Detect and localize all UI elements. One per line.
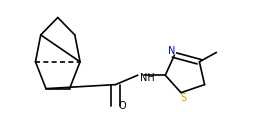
Text: N: N bbox=[168, 46, 175, 56]
Text: NH: NH bbox=[140, 73, 154, 83]
Text: O: O bbox=[119, 101, 126, 111]
Text: S: S bbox=[180, 93, 187, 103]
